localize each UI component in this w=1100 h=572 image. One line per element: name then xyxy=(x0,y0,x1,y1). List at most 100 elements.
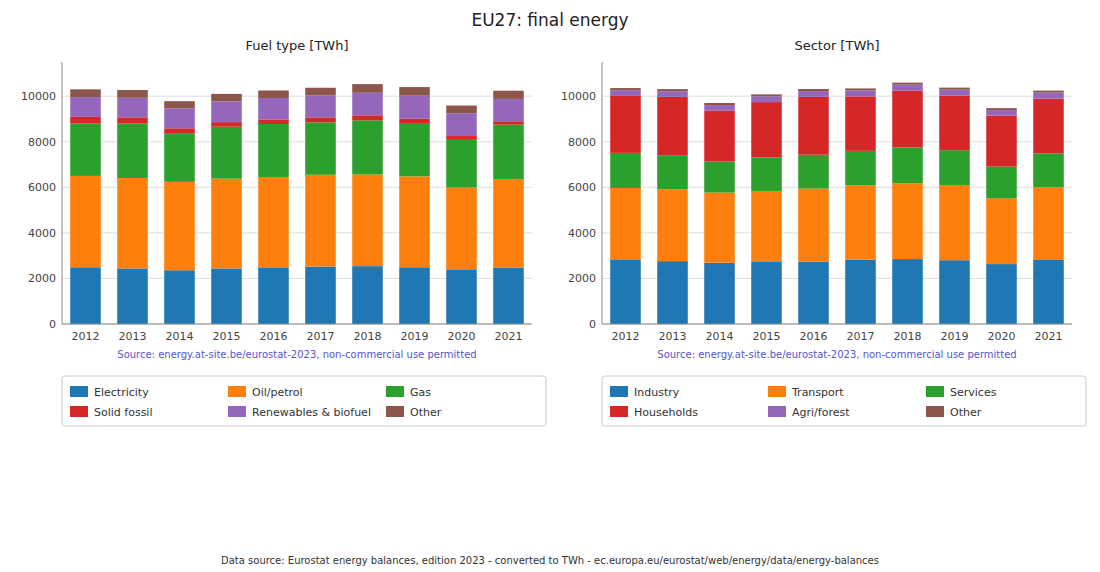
grid-line xyxy=(62,324,532,325)
bar-segment xyxy=(657,89,688,91)
x-axis-line xyxy=(602,324,1072,325)
x-tick-label: 2021 xyxy=(1035,330,1063,343)
y-tick-label: 6000 xyxy=(568,181,596,194)
bar-segment xyxy=(305,122,336,174)
x-tick-label: 2012 xyxy=(72,330,100,343)
legend-swatch xyxy=(70,386,88,397)
legend-label: Other xyxy=(950,406,982,419)
bar-segment xyxy=(258,124,289,177)
y-axis-line xyxy=(62,62,63,324)
bar-segment xyxy=(610,188,641,260)
bar-segment xyxy=(657,91,688,97)
bar-segment xyxy=(939,185,970,260)
legend-label: Oil/petrol xyxy=(252,386,303,399)
x-axis-line xyxy=(62,324,532,325)
bar-segment xyxy=(704,105,735,110)
bar-segment xyxy=(610,260,641,324)
y-tick-label: 4000 xyxy=(28,227,56,240)
bar-segment xyxy=(493,267,524,324)
bar-segment xyxy=(258,98,289,119)
bar-segment xyxy=(986,264,1017,324)
bar-segment xyxy=(305,88,336,96)
x-tick-label: 2020 xyxy=(988,330,1016,343)
bar-segment xyxy=(117,98,148,118)
bar-segment xyxy=(892,85,923,91)
x-tick-label: 2017 xyxy=(847,330,875,343)
bar-segment xyxy=(798,189,829,262)
y-tick-label: 0 xyxy=(49,318,56,331)
bar-segment xyxy=(117,117,148,123)
bar-segment xyxy=(258,268,289,324)
legend-swatch xyxy=(610,406,628,417)
bar-segment xyxy=(751,102,782,157)
bar-segment xyxy=(704,162,735,193)
x-tick-label: 2020 xyxy=(448,330,476,343)
bar-segment xyxy=(986,116,1017,167)
bar-segment xyxy=(493,125,524,179)
bar-segment xyxy=(1033,187,1064,260)
legend-swatch xyxy=(386,406,404,417)
y-tick-label: 6000 xyxy=(28,181,56,194)
bar-segment xyxy=(399,267,430,324)
bar-segment xyxy=(892,91,923,148)
bar-segment xyxy=(493,99,524,121)
bar-segment xyxy=(798,262,829,324)
bar-segment xyxy=(352,84,383,93)
bar-segment xyxy=(446,270,477,324)
x-tick-label: 2017 xyxy=(307,330,335,343)
legend-swatch xyxy=(228,406,246,417)
bar-segment xyxy=(939,260,970,324)
bar-segment xyxy=(352,266,383,324)
bar-segment xyxy=(704,111,735,162)
bar-segment xyxy=(493,121,524,124)
legend-label: Industry xyxy=(634,386,680,399)
bar-segment xyxy=(845,260,876,324)
bar-segment xyxy=(657,155,688,189)
bar-segment xyxy=(986,108,1017,110)
bar-segment xyxy=(892,259,923,324)
bar-segment xyxy=(117,124,148,178)
source-note: Source: energy.at-site.be/eurostat-2023,… xyxy=(657,349,1016,360)
bar-segment xyxy=(751,191,782,262)
bar-segment xyxy=(352,93,383,116)
bar-segment xyxy=(117,178,148,268)
bar-segment xyxy=(845,96,876,150)
bar-segment xyxy=(446,188,477,270)
bar-segment xyxy=(798,91,829,97)
legend-label: Households xyxy=(634,406,698,419)
legend: IndustryTransportServicesHouseholdsAgri/… xyxy=(602,376,1086,426)
bar-segment xyxy=(1033,99,1064,154)
bar-segment xyxy=(258,119,289,124)
bar-segment xyxy=(892,83,923,85)
bar-segment xyxy=(845,90,876,96)
grid-line xyxy=(602,324,1072,325)
legend-label: Solid fossil xyxy=(94,406,152,419)
bar-segment xyxy=(610,96,641,153)
bar-segment xyxy=(704,263,735,324)
bar-segment xyxy=(657,261,688,324)
legend-swatch xyxy=(926,406,944,417)
source-note: Source: energy.at-site.be/eurostat-2023,… xyxy=(117,349,476,360)
bar-segment xyxy=(939,150,970,185)
bar-segment xyxy=(399,119,430,123)
bar-segment xyxy=(399,123,430,176)
bar-segment xyxy=(211,101,242,122)
bar-segment xyxy=(117,268,148,324)
x-tick-label: 2016 xyxy=(260,330,288,343)
bar-segment xyxy=(986,110,1017,115)
legend-frame xyxy=(62,376,546,426)
bar-segment xyxy=(399,96,430,119)
bar-segment xyxy=(1033,153,1064,187)
legend-swatch xyxy=(768,386,786,397)
y-tick-label: 4000 xyxy=(568,227,596,240)
bar-segment xyxy=(657,189,688,261)
bar-segment xyxy=(305,117,336,122)
x-tick-label: 2014 xyxy=(166,330,194,343)
y-tick-label: 10000 xyxy=(21,90,56,103)
x-tick-label: 2018 xyxy=(354,330,382,343)
bar-segment xyxy=(939,88,970,90)
bar-segment xyxy=(892,183,923,259)
bar-segment xyxy=(70,176,101,267)
y-tick-label: 8000 xyxy=(568,136,596,149)
legend-label: Services xyxy=(950,386,997,399)
